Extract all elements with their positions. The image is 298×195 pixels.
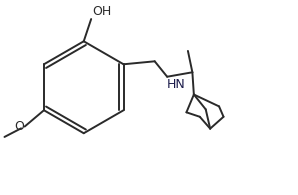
Text: O: O xyxy=(14,120,24,133)
Text: OH: OH xyxy=(93,4,112,18)
Text: HN: HN xyxy=(167,78,186,91)
